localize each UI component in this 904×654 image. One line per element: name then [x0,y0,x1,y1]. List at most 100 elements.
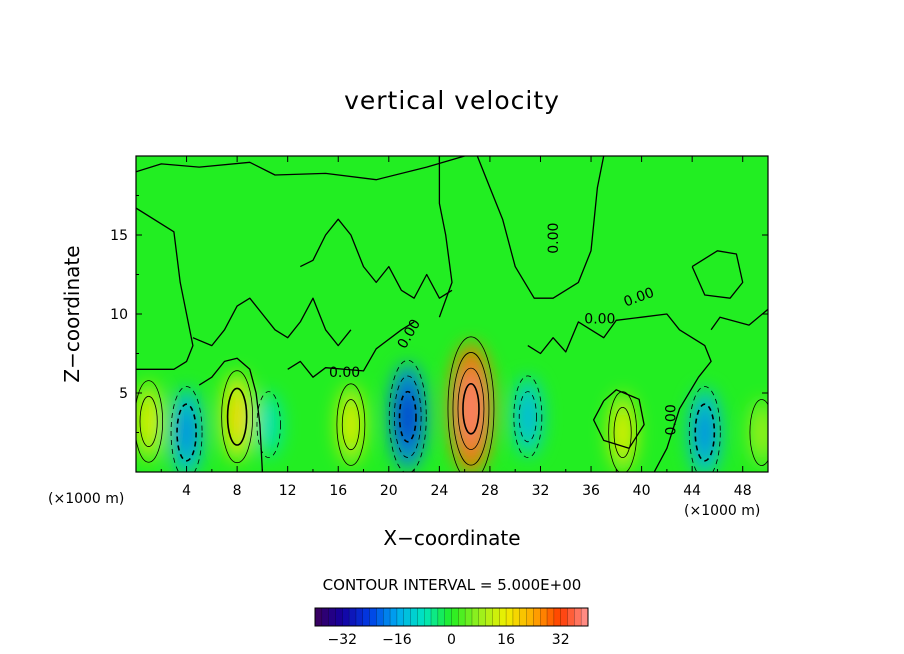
colorbar-cell [417,608,425,626]
field-core-updraft [343,402,359,447]
x-tick-label: 36 [582,483,600,499]
colorbar-cell [349,608,357,626]
x-tick-label: 16 [329,483,347,499]
x-axis-label: X−coordinate [383,526,521,550]
x-tick-label: 32 [532,483,550,499]
contour-positive [462,382,480,435]
colorbar-cell [553,608,561,626]
contour-positive [341,399,360,451]
x-unit-label-right: (×1000 m) [684,503,761,519]
colorbar-cell [437,608,445,626]
field-blobs [136,342,768,472]
zero-contour [476,156,605,299]
colorbar-cell [424,608,432,626]
zero-contour [710,308,768,331]
colorbar-cell [321,608,329,626]
colorbar-cell [410,608,418,626]
contour-negative [513,375,543,458]
colorbar-cell [574,608,582,626]
zero-contour [592,389,645,449]
colorbar [314,607,589,627]
colorbar-cell [547,608,555,626]
contour-positive [139,395,158,447]
contour-negative [176,403,197,462]
contour-negative [688,386,721,472]
colorbar-cell [485,608,493,626]
colorbar-cell [499,608,507,626]
contour-positive [447,336,495,472]
colorbar-cell [567,608,575,626]
colorbar-cell [315,608,323,626]
field-core-updraft [141,399,157,444]
contour-negative [256,391,281,459]
x-tick-label: 48 [734,483,752,499]
field-core-downdraft [178,408,195,457]
colorbar-cell [465,608,473,626]
x-tick-label: 8 [233,483,242,499]
colorbar-cell [512,608,521,626]
field-core-updraft [615,410,631,455]
x-tick-label: 40 [633,483,651,499]
colorbar-cell [403,608,411,626]
colorbar-cell [581,608,589,626]
contour-negative [518,391,537,443]
field-core-downdraft [520,394,536,439]
chart-title: vertical velocity [344,86,560,115]
field-core-updraft [229,392,246,441]
colorbar-cell [328,608,336,626]
colorbar-tick-label: −16 [382,632,412,648]
colorbar-cell [458,608,466,626]
contour-negative [694,403,716,462]
y-axis-ticks: 5 10 15 [110,195,768,433]
contour-negative [393,375,422,458]
zero-contour [527,313,712,472]
zero-contour [192,297,352,347]
colorbar-cell [506,608,514,626]
colorbar-cell [342,608,350,626]
contour-positive [749,399,768,466]
contour-interval-text: CONTOUR INTERVAL = 5.000E+00 [322,576,582,594]
field-core-downdraft [696,408,713,457]
contour-negative [388,359,427,472]
x-tick-label: 12 [279,483,297,499]
zero-contour [136,156,465,181]
y-tick-label: 15 [110,228,128,244]
colorbar-tick-label: 32 [552,632,570,648]
x-tick-label: 24 [430,483,448,499]
contour-label: 0.00 [584,311,615,327]
contour-label: 0.00 [664,404,680,435]
y-tick-label: 10 [110,307,128,323]
contour-positive [457,367,485,450]
x-tick-label: 44 [683,483,701,499]
colorbar-cell [492,608,500,626]
colorbar-cell [471,608,480,626]
colorbar-cell [431,608,439,626]
colorbar-tick-label: 16 [497,632,515,648]
colorbar-cell [540,608,548,626]
zero-contour [287,321,415,378]
x-unit-label-left: (×1000 m) [48,491,125,507]
zero-contour [136,207,194,370]
colorbar-cell [478,608,486,626]
contour-negative [170,386,203,472]
contour-positive [336,383,366,466]
zero-contour [300,218,453,299]
colorbar-tick-label: 0 [447,632,456,648]
contour-positive [136,380,164,463]
colorbar-cell [519,608,527,626]
contour-positive [221,370,254,464]
contour-positive [608,391,638,472]
contour-label: 0.00 [546,223,562,254]
contour-positive [613,406,632,459]
colorbar-cell [335,608,343,626]
field-core-downdraft [262,406,276,443]
field-core-updraft [755,414,768,451]
colorbar-cell [526,608,534,626]
contour-positive [226,387,248,446]
contour-lines [136,156,768,472]
colorbar-cell [560,608,568,626]
colorbar-frame [314,607,589,627]
colorbar-cell [362,608,370,626]
x-tick-label: 28 [481,483,499,499]
